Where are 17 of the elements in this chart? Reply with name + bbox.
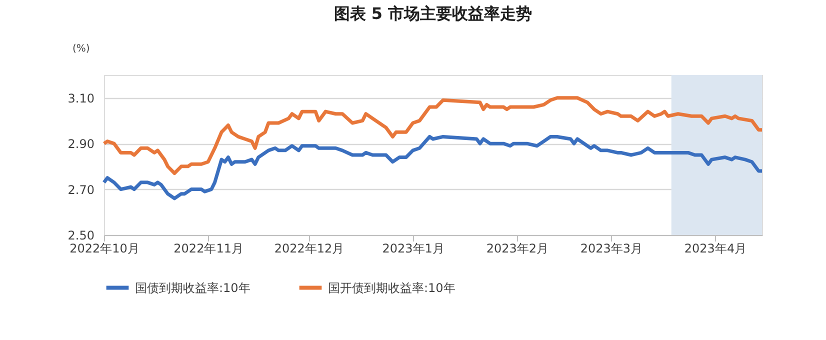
legend-label: 国开债到期收益率:10年 — [328, 280, 456, 295]
y-tick-label: 2.50 — [68, 228, 94, 242]
x-tick-label: 2023年1月 — [382, 242, 444, 256]
y-tick-label: 2.90 — [68, 137, 94, 152]
x-tick-label: 2022年11月 — [174, 242, 244, 256]
chart-title: 图表 5 市场主要收益率走势 — [334, 4, 532, 23]
x-tick-label: 2023年4月 — [684, 242, 747, 256]
x-tick-label: 2022年10月 — [70, 242, 140, 256]
y-tick-label: 3.10 — [68, 91, 94, 106]
x-tick-label: 2022年12月 — [274, 242, 344, 256]
x-tick-label: 2023年2月 — [486, 242, 549, 256]
legend-label: 国债到期收益率:10年 — [135, 280, 250, 295]
line-series — [102, 134, 764, 200]
x-tick-label: 2023年3月 — [580, 242, 643, 256]
line-series — [102, 96, 764, 176]
y-tick-label: 2.70 — [68, 182, 94, 197]
y-axis-title: (%) — [72, 44, 90, 54]
